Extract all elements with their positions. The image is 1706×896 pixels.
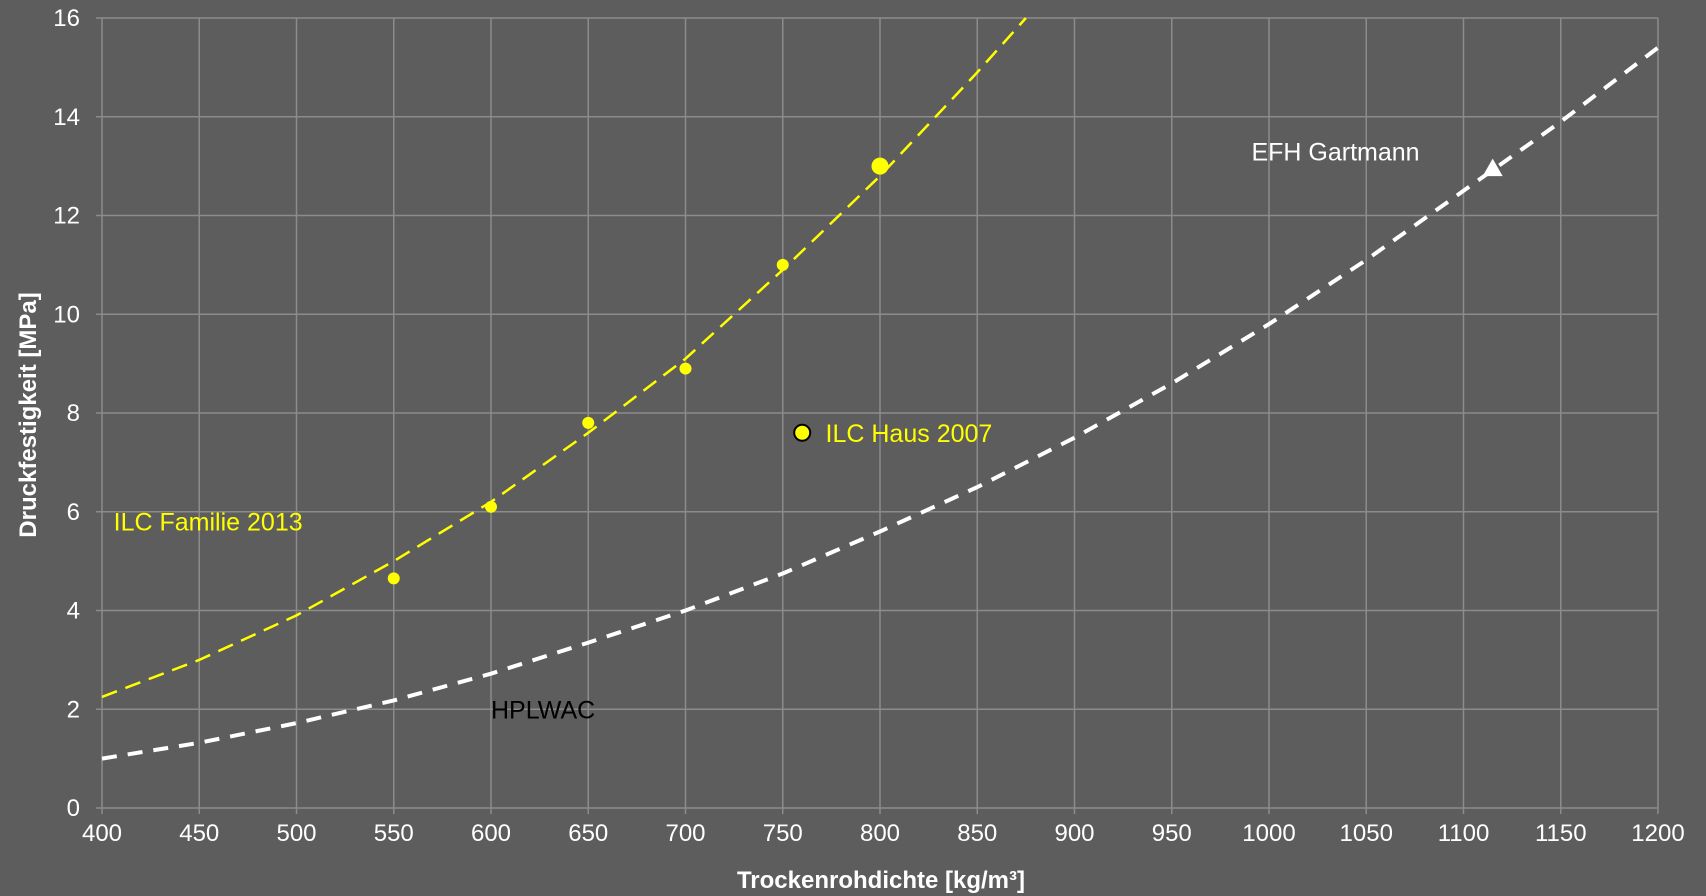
y-tick-label: 16: [53, 5, 80, 32]
x-axis-title: Trockenrohdichte [kg/m³]: [737, 867, 1025, 894]
y-tick-label: 12: [53, 203, 80, 230]
x-tick-label: 850: [957, 820, 997, 847]
x-tick-label: 950: [1152, 820, 1192, 847]
grid: [96, 17, 1659, 814]
hplwac-trendline: [101, 46, 1660, 761]
x-tick-label: 450: [179, 820, 219, 847]
ilc-familie-point: [871, 157, 889, 175]
ilc-familie-point: [679, 362, 692, 375]
x-tick-label: 400: [82, 820, 122, 847]
x-tick-label: 1050: [1340, 820, 1393, 847]
ilc-familie-point: [387, 572, 400, 585]
ilc-familie-point: [582, 416, 595, 429]
y-tick-label: 4: [67, 598, 80, 625]
data-points: [387, 157, 1503, 585]
annotations: ILC Familie 2013 ILC Haus 2007 HPLWAC EFH G…: [114, 138, 1420, 724]
y-tick-label: 0: [67, 795, 80, 822]
x-tick-label: 800: [860, 820, 900, 847]
x-tick-label: 650: [568, 820, 608, 847]
x-tick-label: 500: [276, 820, 316, 847]
ilc-familie-point: [776, 258, 789, 271]
x-tick-label: 1100: [1438, 820, 1490, 847]
x-tick-label: 1200: [1631, 820, 1684, 847]
x-tick-label: 550: [374, 820, 414, 847]
annotation-label: ILC Haus 2007: [826, 420, 993, 448]
y-tick-label: 8: [67, 400, 80, 427]
ilc-trendline: [101, 17, 1027, 699]
x-tick-label: 700: [665, 820, 705, 847]
y-tick-label: 14: [53, 104, 80, 131]
x-tick-label: 900: [1054, 820, 1094, 847]
x-tick-label: 600: [471, 820, 511, 847]
efh-gartmann-point: [1482, 158, 1503, 177]
annotation-label: HPLWAC: [491, 696, 595, 724]
y-tick-label: 10: [53, 301, 80, 328]
x-tick-label: 750: [763, 820, 803, 847]
ilc-haus-point: [793, 423, 812, 442]
x-tick-label: 1000: [1242, 820, 1295, 847]
ilc-familie-point: [485, 500, 497, 513]
y-axis-title: Druckfestigkeit [MPa]: [15, 292, 42, 537]
trendlines: [101, 17, 1660, 761]
annotation-label: ILC Familie 2013: [114, 509, 303, 537]
y-axis-ticks: 0 2 4 6 8 10 12 14 16: [53, 5, 80, 822]
y-tick-label: 6: [67, 499, 80, 526]
x-axis-ticks: 400 450 500 550 600 650 700 750 800 850 900 950 1000…: [82, 820, 1685, 847]
annotation-label: EFH Gartmann: [1251, 138, 1419, 166]
y-tick-label: 2: [67, 696, 80, 723]
x-tick-label: 1150: [1535, 820, 1587, 847]
